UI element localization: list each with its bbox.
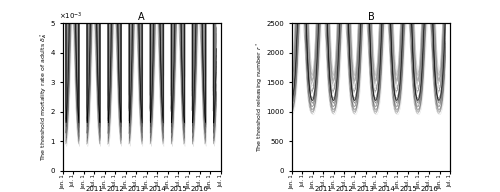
- Y-axis label: The threshold mortality rate of adults $\delta_A^*$: The threshold mortality rate of adults $…: [38, 33, 49, 161]
- Y-axis label: The threshold releasing number $r^*$: The threshold releasing number $r^*$: [254, 42, 265, 152]
- Title: A: A: [138, 12, 145, 22]
- Title: B: B: [368, 12, 374, 22]
- Text: $\times10^{-3}$: $\times10^{-3}$: [60, 10, 83, 22]
